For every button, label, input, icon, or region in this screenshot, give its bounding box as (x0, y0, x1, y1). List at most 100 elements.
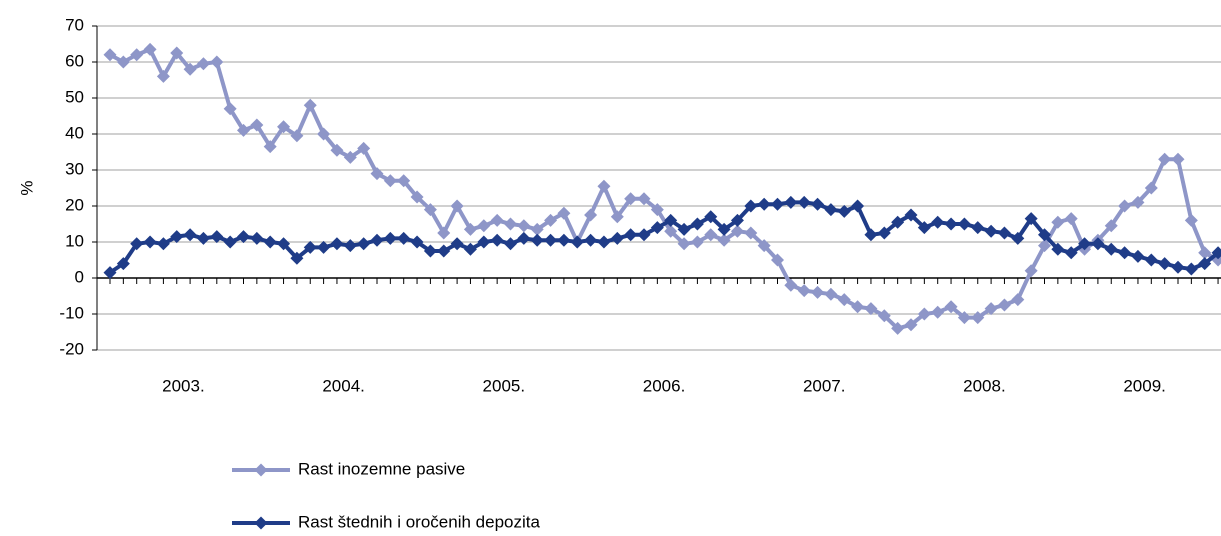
data-point (984, 302, 998, 316)
data-point (477, 235, 491, 249)
data-point (183, 228, 197, 242)
data-point (517, 231, 531, 245)
data-point (570, 235, 584, 249)
data-point (290, 251, 304, 265)
data-point (330, 237, 344, 251)
data-point (664, 224, 678, 238)
data-point (557, 206, 571, 220)
data-point (130, 237, 144, 251)
x-group-label: 2008. (963, 376, 1006, 395)
data-point (717, 233, 731, 247)
data-point (797, 195, 811, 209)
data-point (183, 62, 197, 76)
data-point (597, 235, 611, 249)
data-point (397, 231, 411, 245)
data-point (1104, 219, 1118, 233)
data-point (864, 302, 878, 316)
data-point (917, 307, 931, 321)
data-point (1038, 228, 1051, 242)
data-point (383, 174, 397, 188)
x-group-label: 2005. (483, 376, 526, 395)
data-point (463, 242, 477, 256)
data-point (410, 235, 424, 249)
data-point (1131, 195, 1145, 209)
data-point (650, 203, 664, 217)
data-point (1131, 249, 1145, 263)
data-point (1144, 253, 1158, 267)
data-point (410, 190, 424, 204)
data-point (1011, 231, 1025, 245)
data-point (450, 237, 464, 251)
data-point (263, 235, 277, 249)
y-tick-label: 60 (65, 51, 84, 70)
data-point (370, 167, 384, 181)
data-point (237, 123, 250, 137)
data-point (744, 226, 758, 240)
data-point (1198, 257, 1212, 271)
data-point (170, 46, 184, 60)
data-point (437, 226, 451, 240)
data-point (824, 203, 838, 217)
data-point (997, 298, 1011, 312)
data-point (250, 118, 264, 132)
data-point (530, 233, 544, 247)
data-point (851, 300, 865, 314)
data-point (1051, 215, 1065, 229)
data-point (1051, 242, 1065, 256)
data-point (917, 221, 931, 235)
data-point (490, 213, 504, 227)
data-point (730, 213, 744, 227)
legend-marker (254, 516, 268, 530)
data-point (1064, 212, 1078, 226)
data-point (1198, 246, 1212, 260)
data-point (757, 197, 771, 211)
data-point (891, 215, 905, 229)
y-tick-label: 50 (65, 87, 84, 106)
data-point (690, 217, 704, 231)
data-point (370, 233, 384, 247)
data-point (1104, 242, 1118, 256)
y-tick-label: -20 (59, 339, 84, 358)
data-point (610, 210, 624, 224)
data-point (837, 204, 851, 218)
data-point (1171, 152, 1185, 166)
data-point (584, 208, 598, 222)
data-point (824, 287, 838, 301)
data-point (477, 219, 491, 233)
data-point (997, 226, 1011, 240)
data-point (437, 244, 451, 258)
data-point (317, 127, 331, 141)
data-point (757, 239, 771, 253)
x-group-label: 2003. (162, 376, 205, 395)
y-axis-label: % (17, 180, 36, 195)
data-point (303, 240, 317, 254)
data-point (237, 230, 250, 244)
data-point (504, 217, 517, 231)
data-point (1158, 152, 1172, 166)
data-point (971, 311, 985, 325)
data-point (957, 217, 971, 231)
x-group-label: 2009. (1123, 376, 1166, 395)
data-point (277, 120, 291, 134)
data-point (103, 48, 117, 62)
series-line (108, 200, 1220, 275)
data-point (904, 208, 918, 222)
data-point (357, 141, 371, 155)
data-point (891, 321, 905, 335)
data-point (851, 199, 865, 213)
series-line (109, 46, 1219, 331)
data-point (637, 192, 651, 206)
data-point (877, 309, 891, 323)
data-point (223, 102, 237, 116)
data-point (277, 237, 291, 251)
data-point (1024, 264, 1038, 278)
data-point (196, 231, 210, 245)
data-point (423, 203, 437, 217)
data-point (1118, 199, 1132, 213)
data-point (210, 55, 224, 69)
data-point (343, 150, 357, 164)
data-point (944, 217, 958, 231)
data-point (517, 219, 531, 233)
data-point (544, 233, 558, 247)
